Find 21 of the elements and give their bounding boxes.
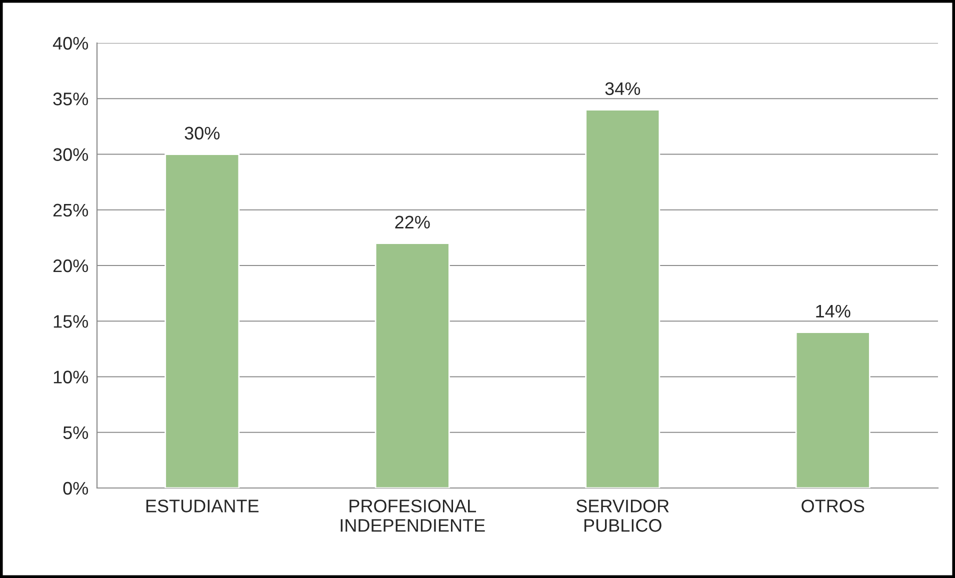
x-tick-label: SERVIDOR PUBLICO — [576, 500, 669, 532]
y-tick-label: 30% — [53, 148, 88, 161]
y-tick-label: 10% — [54, 370, 88, 384]
y-tick-label: 5% — [63, 426, 88, 440]
x-tick-label: ESTUDIANTE — [146, 500, 259, 512]
x-tick-label: OTROS — [802, 500, 864, 512]
y-tick-label: 40% — [52, 36, 88, 50]
bar — [795, 332, 870, 488]
bar — [164, 154, 240, 488]
y-tick-label: 25% — [53, 204, 88, 217]
data-label: 34% — [605, 82, 640, 96]
bar — [585, 109, 660, 488]
bar — [374, 242, 450, 488]
y-tick-label: 0% — [63, 482, 88, 495]
data-label: 14% — [816, 304, 850, 318]
data-label: 30% — [184, 126, 220, 140]
y-tick-label: 35% — [53, 92, 88, 106]
data-label: 22% — [395, 216, 430, 228]
x-tick-label: PROFESIONAL INDEPENDIENTE — [340, 500, 485, 532]
y-tick-label: 15% — [54, 315, 88, 328]
y-tick-label: 20% — [53, 259, 88, 272]
